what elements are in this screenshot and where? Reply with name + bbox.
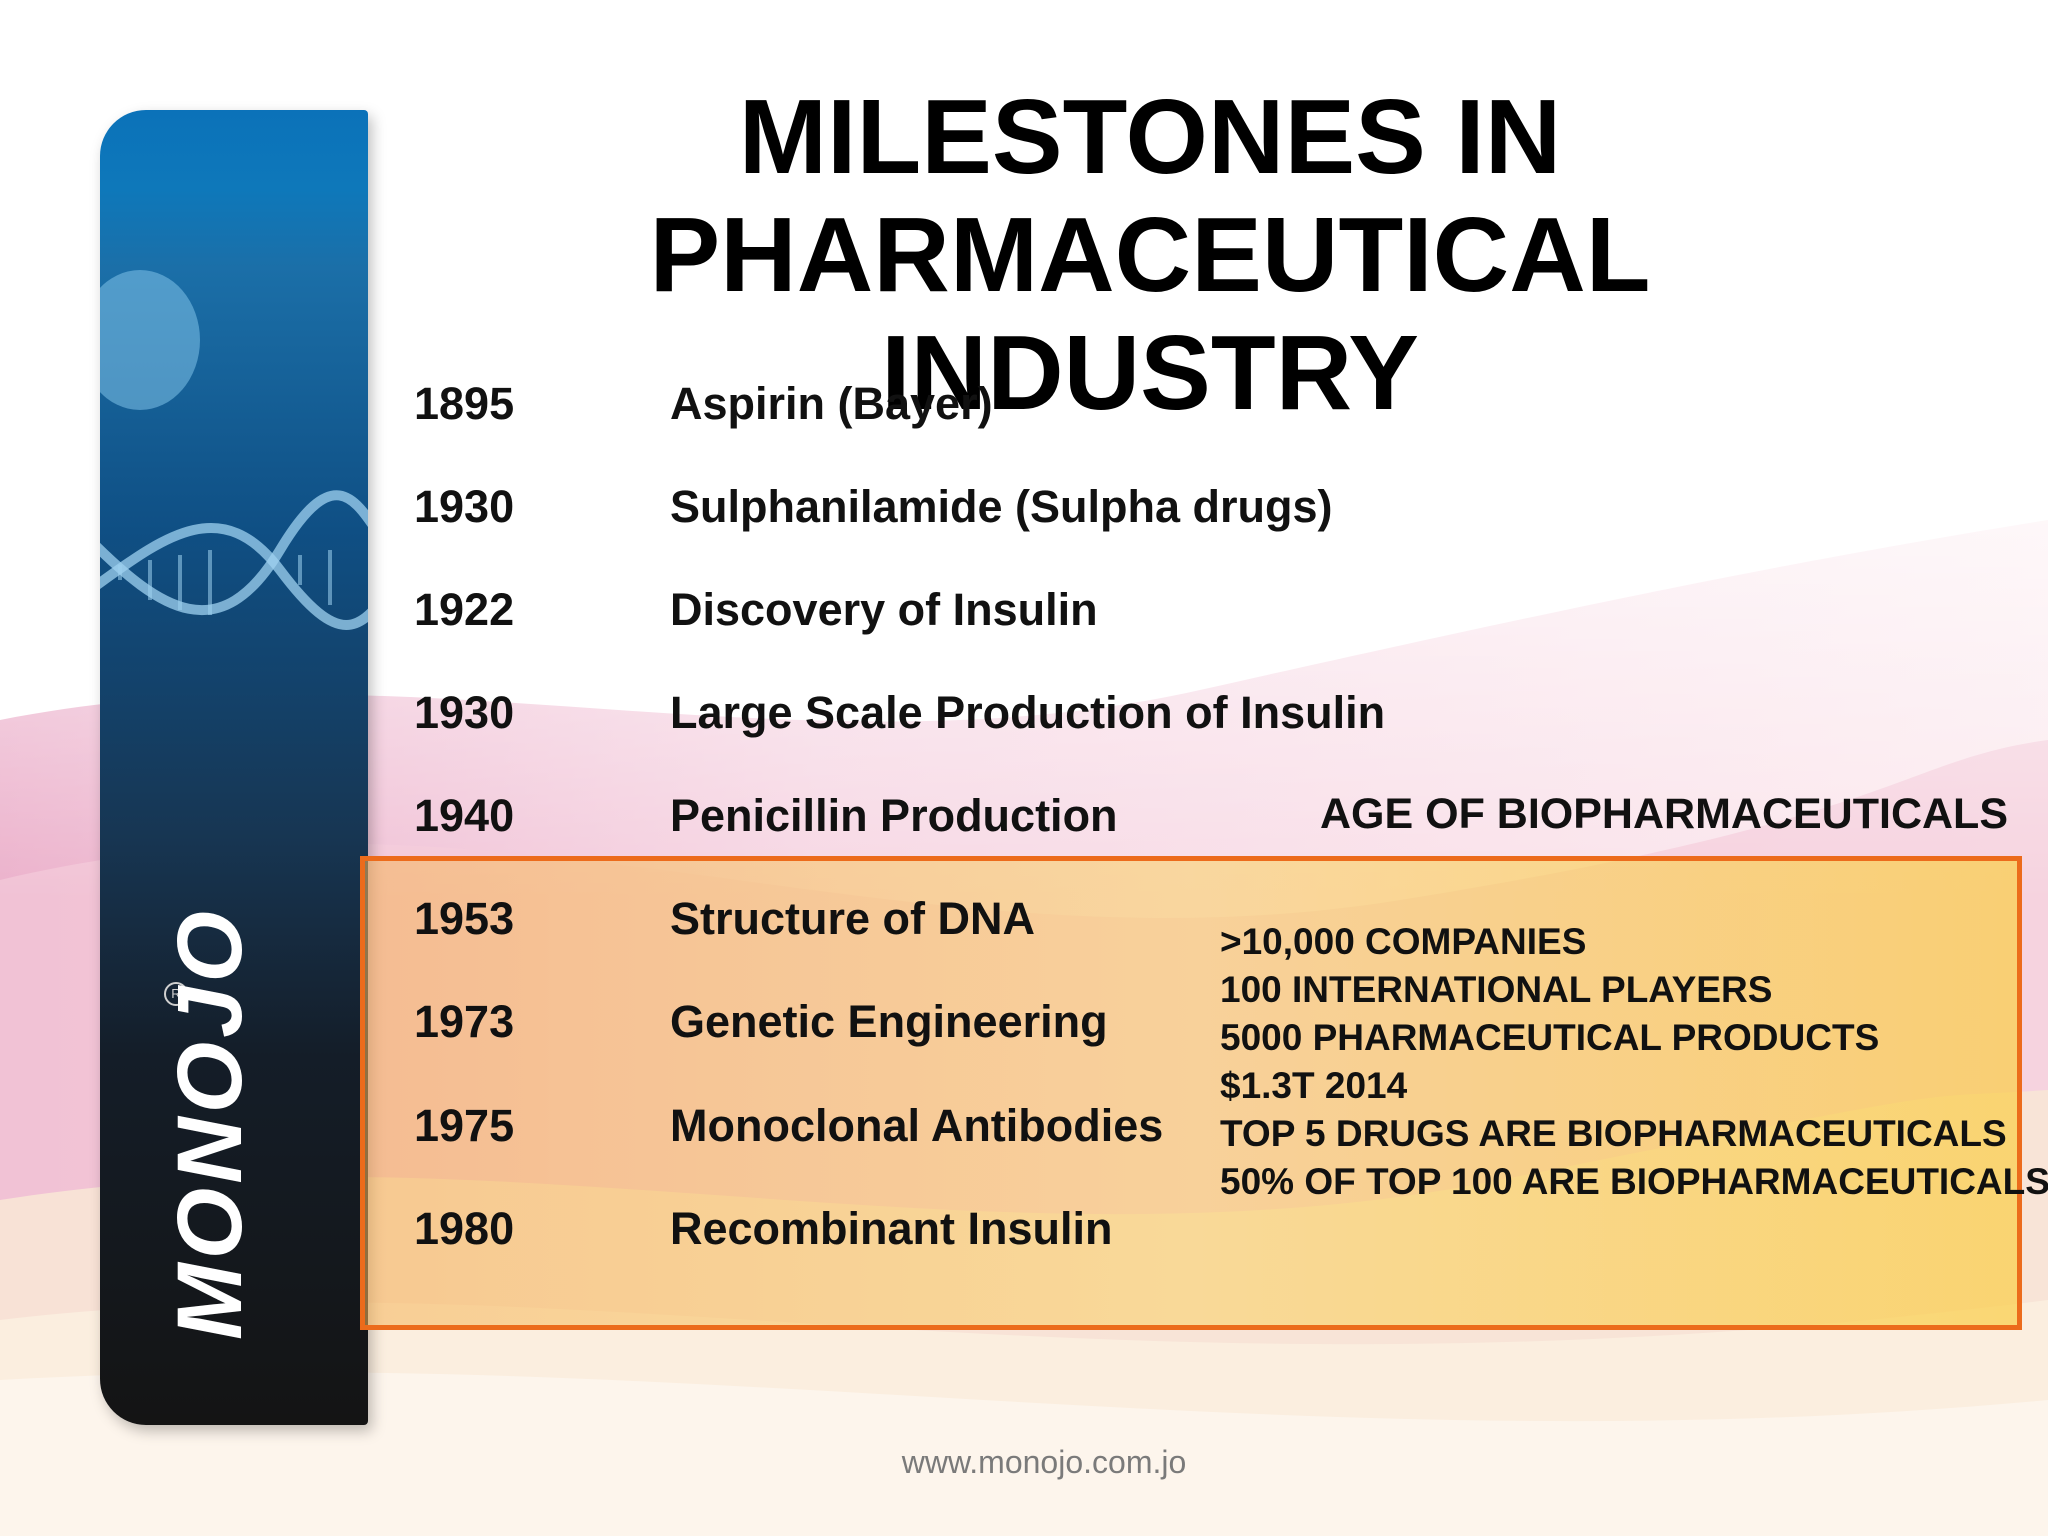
biopharma-highlight-box [360,856,2022,1330]
milestone-event: Penicillin Production [670,790,1118,841]
fact-item: TOP 5 DRUGS ARE BIOPHARMACEUTICALS [1220,1113,2007,1154]
fact-item: >10,000 COMPANIES [1220,921,1587,962]
footer-url: www.monojo.com.jo [901,1444,1187,1480]
milestone-year: 1973 [414,996,515,1047]
milestone-year: 1940 [414,790,515,841]
milestone-event: Monoclonal Antibodies [670,1100,1164,1151]
registered-mark-icon: R [164,982,188,1006]
milestone-event: Recombinant Insulin [670,1203,1113,1254]
milestone-year: 1922 [414,584,515,635]
monojo-logo: MONOJO [159,907,261,1340]
milestone-event: Structure of DNA [670,893,1036,944]
milestone-year: 1953 [414,893,515,944]
age-of-biopharmaceuticals-label: AGE OF BIOPHARMACEUTICALS [1320,790,2008,838]
milestone-year: 1980 [414,1203,515,1254]
slide-title: MILESTONES IN PHARMACEUTICAL INDUSTRY [380,78,1920,432]
milestone-event: Sulphanilamide (Sulpha drugs) [670,481,1333,532]
milestone-year: 1975 [414,1100,515,1151]
milestone-year: 1895 [414,378,515,429]
milestone-year: 1930 [414,481,515,532]
milestone-event: Genetic Engineering [670,996,1108,1047]
fact-item: 50% OF TOP 100 ARE BIOPHARMACEUTICALS [1220,1161,2048,1202]
slide-title-line-2: PHARMACEUTICAL INDUSTRY [649,196,1651,432]
fact-item: 100 INTERNATIONAL PLAYERS [1220,969,1773,1010]
milestone-year: 1930 [414,687,515,738]
dna-helix-icon [100,270,368,630]
biopharma-facts-list: >10,000 COMPANIES 100 INTERNATIONAL PLAY… [1220,918,2048,1206]
milestone-event: Aspirin (Bayer) [670,378,993,429]
slide-title-line-1: MILESTONES IN [738,78,1562,196]
milestone-event: Discovery of Insulin [670,584,1098,635]
fact-item: $1.3T 2014 [1220,1065,1408,1106]
fact-item: 5000 PHARMACEUTICAL PRODUCTS [1220,1017,1880,1058]
brand-sidebar [100,110,368,1425]
milestone-event: Large Scale Production of Insulin [670,687,1386,738]
